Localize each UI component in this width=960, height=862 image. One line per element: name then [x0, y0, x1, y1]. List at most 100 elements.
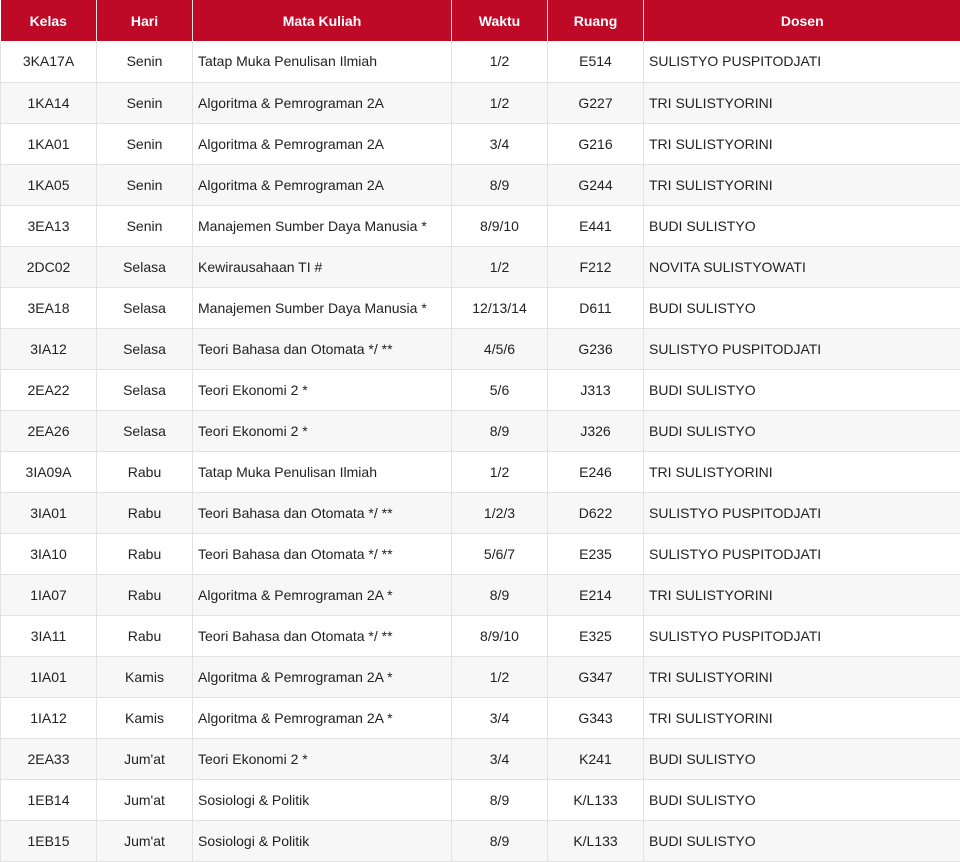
cell-ruang: E325 — [547, 615, 644, 657]
column-header-hari[interactable]: Hari — [96, 0, 193, 41]
cell-mata-kuliah: Algoritma & Pemrograman 2A * — [192, 697, 452, 739]
cell-dosen: BUDI SULISTYO — [643, 205, 960, 247]
table-row: 3IA12 Selasa Teori Bahasa dan Otomata */ *… — [0, 328, 960, 370]
cell-waktu: 12/13/14 — [451, 287, 548, 329]
cell-hari: Selasa — [96, 369, 193, 411]
table-body: 3KA17A Senin Tatap Muka Penulisan Ilmiah 1/… — [0, 41, 960, 862]
cell-ruang: G236 — [547, 328, 644, 370]
cell-kelas: 2EA26 — [0, 410, 97, 452]
cell-mata-kuliah: Sosiologi & Politik — [192, 820, 452, 862]
cell-hari: Senin — [96, 205, 193, 247]
cell-dosen: TRI SULISTYORINI — [643, 164, 960, 206]
cell-waktu: 1/2 — [451, 41, 548, 83]
cell-dosen: BUDI SULISTYO — [643, 779, 960, 821]
cell-hari: Rabu — [96, 615, 193, 657]
cell-ruang: G216 — [547, 123, 644, 165]
cell-waktu: 3/4 — [451, 697, 548, 739]
cell-ruang: E235 — [547, 533, 644, 575]
cell-kelas: 3IA09A — [0, 451, 97, 493]
cell-waktu: 8/9/10 — [451, 205, 548, 247]
table-row: 3IA10 Rabu Teori Bahasa dan Otomata */ ** 5… — [0, 533, 960, 575]
cell-hari: Selasa — [96, 287, 193, 329]
cell-mata-kuliah: Teori Ekonomi 2 * — [192, 738, 452, 780]
cell-kelas: 1EB15 — [0, 820, 97, 862]
cell-mata-kuliah: Teori Bahasa dan Otomata */ ** — [192, 328, 452, 370]
cell-ruang: D611 — [547, 287, 644, 329]
cell-kelas: 1IA01 — [0, 656, 97, 698]
table-row: 3EA13 Senin Manajemen Sumber Daya Manusia … — [0, 205, 960, 247]
cell-hari: Senin — [96, 123, 193, 165]
cell-waktu: 3/4 — [451, 123, 548, 165]
cell-waktu: 1/2 — [451, 246, 548, 288]
cell-hari: Senin — [96, 41, 193, 83]
cell-waktu: 1/2 — [451, 451, 548, 493]
table-row: 2EA33 Jum'at Teori Ekonomi 2 * 3/4 K241 BUDI … — [0, 738, 960, 780]
cell-waktu: 1/2 — [451, 82, 548, 124]
cell-hari: Kamis — [96, 656, 193, 698]
cell-ruang: E514 — [547, 41, 644, 83]
cell-dosen: TRI SULISTYORINI — [643, 82, 960, 124]
cell-hari: Rabu — [96, 574, 193, 616]
cell-kelas: 2EA22 — [0, 369, 97, 411]
cell-hari: Rabu — [96, 492, 193, 534]
cell-kelas: 1KA14 — [0, 82, 97, 124]
cell-hari: Rabu — [96, 451, 193, 493]
cell-waktu: 4/5/6 — [451, 328, 548, 370]
table-row: 3IA09A Rabu Tatap Muka Penulisan Ilmiah 1/2… — [0, 451, 960, 493]
cell-kelas: 3IA10 — [0, 533, 97, 575]
cell-kelas: 2DC02 — [0, 246, 97, 288]
cell-hari: Selasa — [96, 328, 193, 370]
table-row: 3IA11 Rabu Teori Bahasa dan Otomata */ ** 8… — [0, 615, 960, 657]
table-row: 1IA07 Rabu Algoritma & Pemrograman 2A * 8/9… — [0, 574, 960, 616]
cell-kelas: 2EA33 — [0, 738, 97, 780]
cell-mata-kuliah: Algoritma & Pemrograman 2A * — [192, 656, 452, 698]
cell-waktu: 5/6 — [451, 369, 548, 411]
cell-kelas: 1IA07 — [0, 574, 97, 616]
cell-dosen: SULISTYO PUSPITODJATI — [643, 492, 960, 534]
cell-mata-kuliah: Kewirausahaan TI # — [192, 246, 452, 288]
cell-dosen: BUDI SULISTYO — [643, 410, 960, 452]
cell-ruang: E246 — [547, 451, 644, 493]
cell-hari: Selasa — [96, 410, 193, 452]
table-row: 2DC02 Selasa Kewirausahaan TI #1/2 F212 NOVI… — [0, 246, 960, 288]
cell-dosen: BUDI SULISTYO — [643, 738, 960, 780]
cell-mata-kuliah: Manajemen Sumber Daya Manusia * — [192, 287, 452, 329]
cell-mata-kuliah: Sosiologi & Politik — [192, 779, 452, 821]
table-row: 1EB15 Jum'at Sosiologi & Politik 8/9 K/L133 B… — [0, 820, 960, 862]
cell-ruang: J326 — [547, 410, 644, 452]
header-row: Kelas Hari Mata Kuliah Waktu Ruang Dosen — [0, 0, 960, 41]
cell-mata-kuliah: Teori Ekonomi 2 * — [192, 369, 452, 411]
cell-ruang: G347 — [547, 656, 644, 698]
cell-kelas: 3EA18 — [0, 287, 97, 329]
cell-hari: Jum'at — [96, 779, 193, 821]
cell-dosen: SULISTYO PUSPITODJATI — [643, 328, 960, 370]
cell-mata-kuliah: Algoritma & Pemrograman 2A * — [192, 574, 452, 616]
cell-ruang: K/L133 — [547, 779, 644, 821]
cell-kelas: 3EA13 — [0, 205, 97, 247]
column-header-ruang[interactable]: Ruang — [547, 0, 644, 41]
table-row: 1KA01 Senin Algoritma & Pemrograman 2A 3/4 G… — [0, 123, 960, 165]
cell-waktu: 8/9 — [451, 779, 548, 821]
cell-hari: Senin — [96, 82, 193, 124]
cell-dosen: BUDI SULISTYO — [643, 820, 960, 862]
column-header-mata-kuliah[interactable]: Mata Kuliah — [192, 0, 452, 41]
cell-ruang: K/L133 — [547, 820, 644, 862]
cell-waktu: 8/9/10 — [451, 615, 548, 657]
column-header-waktu[interactable]: Waktu — [451, 0, 548, 41]
cell-kelas: 3IA12 — [0, 328, 97, 370]
table-row: 1KA05 Senin Algoritma & Pemrograman 2A 8/9 G… — [0, 164, 960, 206]
cell-mata-kuliah: Teori Bahasa dan Otomata */ ** — [192, 615, 452, 657]
cell-kelas: 3IA11 — [0, 615, 97, 657]
cell-waktu: 8/9 — [451, 820, 548, 862]
cell-waktu: 8/9 — [451, 164, 548, 206]
cell-hari: Jum'at — [96, 820, 193, 862]
cell-ruang: K241 — [547, 738, 644, 780]
table-row: 1EB14 Jum'at Sosiologi & Politik 8/9 K/L133 B… — [0, 779, 960, 821]
column-header-dosen[interactable]: Dosen — [643, 0, 960, 41]
cell-mata-kuliah: Manajemen Sumber Daya Manusia * — [192, 205, 452, 247]
cell-waktu: 8/9 — [451, 410, 548, 452]
cell-dosen: SULISTYO PUSPITODJATI — [643, 615, 960, 657]
cell-waktu: 8/9 — [451, 574, 548, 616]
column-header-kelas[interactable]: Kelas — [0, 0, 97, 41]
